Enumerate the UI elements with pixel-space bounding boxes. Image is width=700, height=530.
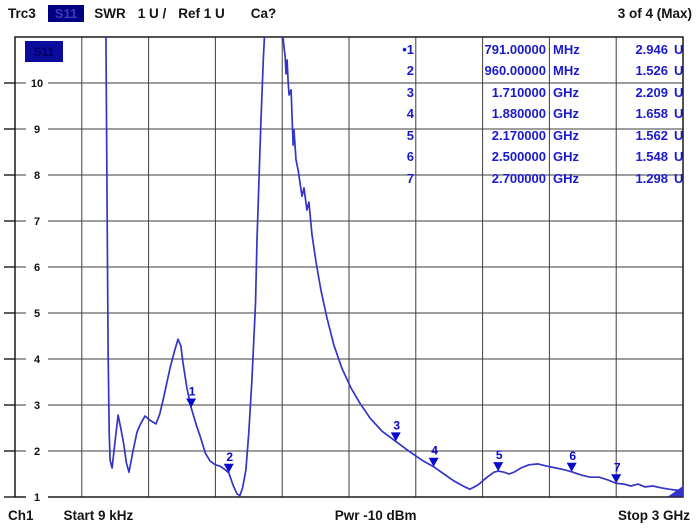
y-axis-label: 4 [34,354,41,366]
marker-1-symbol[interactable] [186,398,197,408]
window-status: 3 of 4 (Max) [617,6,692,21]
channel-footer: Ch1 Start 9 kHz Pwr -10 dBm Stop 3 GHz [8,508,690,523]
measurement-label[interactable]: SWR [94,6,126,21]
marker-frequency: 791.00000 [484,42,546,57]
marker-row[interactable]: 4 1.880000 GHz 1.658 U [388,103,688,124]
marker-frequency: 2.500000 [491,149,546,165]
y-axis-label-backing [26,260,48,273]
marker-frequency-unit: GHz [553,127,579,143]
marker-2-symbol[interactable] [223,463,234,473]
trace-selector-s11[interactable]: S11 [47,5,85,22]
y-axis-label: 7 [34,216,40,228]
y-axis-label-backing [26,214,48,227]
marker-frequency-unit: MHz [553,42,580,57]
marker-number: 4 [406,106,414,122]
marker-row[interactable]: 2 960.00000 MHz 1.526 U [388,60,688,81]
marker-3-symbol[interactable] [390,432,401,442]
marker-value: 1.548 [635,149,668,165]
marker-value: 1.562 [635,127,668,143]
y-axis-label: 2 [34,446,40,458]
marker-4-plot-label: 4 [431,444,438,458]
marker-value: 2.946 [635,42,668,57]
plot-border [14,36,684,498]
marker-number: 7 [406,170,414,186]
marker-3-plot-label: 3 [393,418,400,432]
marker-frequency: 2.700000 [491,170,546,186]
marker-value: 1.298 [635,170,668,186]
ref-label[interactable]: Ref 1 U [178,6,225,21]
marker-value-unit: U [674,84,684,100]
marker-4-symbol[interactable] [428,457,439,467]
marker-7-plot-label: 7 [614,460,621,474]
marker-value-unit: U [674,149,684,165]
trace-label[interactable]: Trc3 [8,6,36,21]
marker-2-plot-label: 2 [226,450,233,464]
marker-frequency: 1.880000 [491,106,546,122]
y-axis-label: 5 [34,308,40,320]
marker-1-plot-label: 1 [189,384,196,398]
marker-value-unit: U [674,127,684,143]
marker-table: •1 791.00000 MHz 2.946 U 2 960.00000 MHz… [388,39,688,189]
power-level[interactable]: Pwr -10 dBm [334,508,417,523]
y-axis-label: 9 [34,124,40,136]
marker-number: •1 [402,42,414,57]
y-axis-label-backing [26,398,48,411]
marker-frequency-unit: GHz [553,149,579,165]
marker-number: 6 [406,149,414,165]
start-frequency[interactable]: Start 9 kHz [63,508,134,523]
trace-s11-swr [105,37,683,497]
marker-frequency-unit: MHz [553,63,580,79]
marker-frequency: 1.710000 [491,84,546,100]
y-axis-label: 10 [31,78,43,90]
marker-value: 2.209 [635,84,668,100]
y-axis-label: 6 [34,262,40,274]
marker-value-unit: U [674,42,684,57]
channel-label[interactable]: Ch1 [8,508,34,523]
marker-row[interactable]: 3 1.710000 GHz 2.209 U [388,82,688,103]
marker-number: 3 [406,84,414,100]
trace-end-indicator [668,486,683,497]
marker-frequency-unit: GHz [553,84,579,100]
marker-row[interactable]: •1 791.00000 MHz 2.946 U [388,39,688,60]
marker-row[interactable]: 6 2.500000 GHz 1.548 U [388,146,688,167]
marker-value-unit: U [674,63,684,79]
marker-6-plot-label: 6 [569,449,576,463]
y-axis-label: 3 [34,400,40,412]
marker-6-symbol[interactable] [566,462,577,472]
marker-value-unit: U [674,106,684,122]
scale-label[interactable]: 1 U / [137,6,167,21]
marker-7-symbol[interactable] [611,474,622,484]
marker-value: 1.526 [635,63,668,79]
marker-row[interactable]: 5 2.170000 GHz 1.562 U [388,125,688,146]
marker-5-plot-label: 5 [496,448,503,462]
y-axis-label-backing [26,352,48,365]
marker-value-unit: U [674,170,684,186]
trace-indicator-s11[interactable]: S11 [25,41,63,62]
marker-value: 1.658 [635,106,668,122]
y-axis-label: 1 [34,492,40,504]
cal-status: Ca? [250,6,277,21]
marker-number: 5 [406,127,414,143]
y-axis-label-backing [26,122,48,135]
marker-number: 2 [406,63,414,79]
y-axis-label-backing [26,444,48,457]
marker-frequency: 2.170000 [491,127,546,143]
marker-frequency-unit: GHz [553,170,579,186]
marker-frequency-unit: GHz [553,106,579,122]
y-axis-label-backing [26,168,48,181]
marker-frequency: 960.00000 [484,63,546,79]
stop-frequency[interactable]: Stop 3 GHz [617,508,690,523]
marker-5-symbol[interactable] [493,462,504,472]
y-axis-label-backing [26,490,48,503]
trace-header: Trc3 S11 SWR 1 U / Ref 1 U Ca? 3 of 4 (M… [8,5,692,22]
y-axis-label-backing [26,306,48,319]
y-axis-label: 8 [34,170,40,182]
marker-row[interactable]: 7 2.700000 GHz 1.298 U [388,168,688,189]
y-axis-label-backing [26,76,48,89]
